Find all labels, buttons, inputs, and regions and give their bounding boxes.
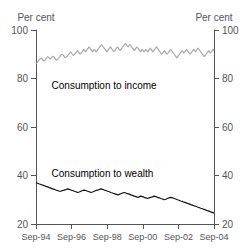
svg-text:60: 60 [222,122,234,133]
svg-text:Consumption to wealth: Consumption to wealth [52,168,154,179]
svg-text:Consumption to income: Consumption to income [52,80,157,91]
svg-text:Sep-96: Sep-96 [57,232,86,242]
svg-text:Sep-02: Sep-02 [164,232,193,242]
svg-text:Per cent: Per cent [17,12,54,23]
svg-text:Sep-00: Sep-00 [128,232,157,242]
svg-text:Per cent: Per cent [195,12,232,23]
svg-text:80: 80 [17,73,29,84]
svg-text:Sep-94: Sep-94 [21,232,50,242]
svg-text:100: 100 [222,25,239,36]
svg-text:40: 40 [222,170,234,181]
svg-text:60: 60 [17,122,29,133]
svg-text:Sep-98: Sep-98 [93,232,122,242]
svg-text:40: 40 [17,170,29,181]
svg-text:100: 100 [11,25,28,36]
svg-text:80: 80 [222,73,234,84]
svg-text:Sep-04: Sep-04 [199,232,228,242]
svg-text:20: 20 [17,219,29,230]
svg-text:20: 20 [222,219,234,230]
